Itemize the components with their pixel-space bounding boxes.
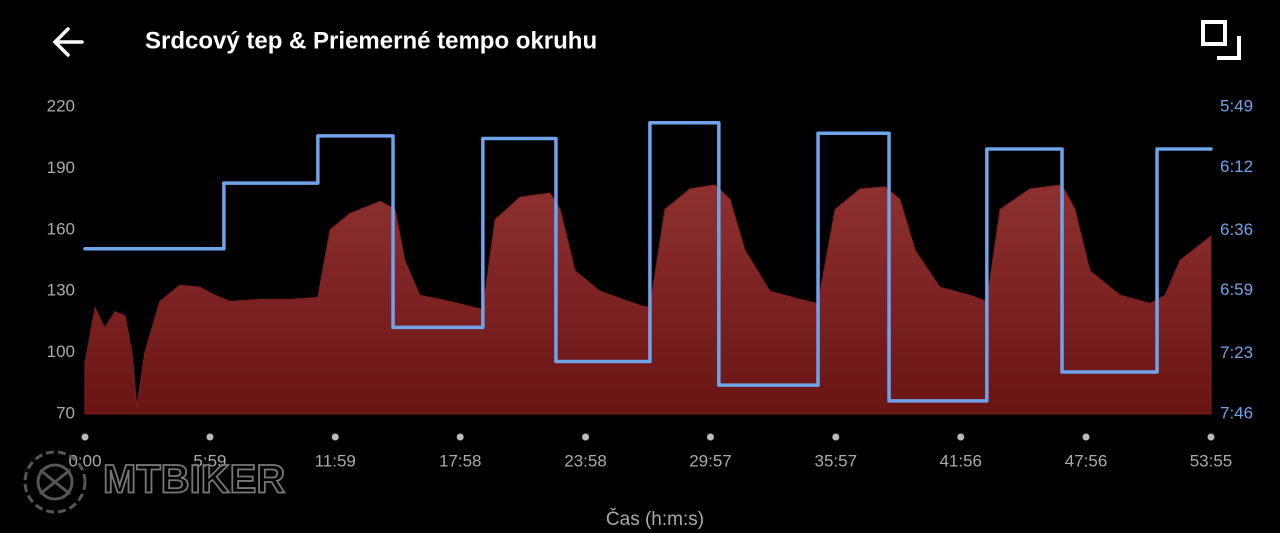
- x-tick-label: 41:56: [939, 451, 982, 470]
- y-tick-label: 160: [47, 219, 75, 238]
- y-tick-label: 70: [56, 403, 75, 422]
- x-axis-label: Čas (h:m:s): [606, 508, 704, 530]
- x-tick-label: 29:57: [689, 451, 732, 470]
- y2-tick-label: 7:23: [1220, 343, 1253, 362]
- x-tick-dot: [206, 433, 214, 441]
- y2-tick-label: 6:12: [1220, 157, 1253, 176]
- x-tick-dot: [1082, 433, 1090, 441]
- y2-tick-label: 5:49: [1220, 96, 1253, 115]
- x-tick-label: 0:00: [68, 451, 101, 470]
- x-tick-dot: [81, 433, 89, 441]
- y-tick-label: 130: [47, 281, 75, 300]
- heart-rate-area: [84, 184, 1212, 415]
- x-tick-dot: [706, 433, 714, 441]
- fullscreen-button[interactable]: [1201, 20, 1241, 60]
- y2-tick-label: 6:36: [1220, 220, 1253, 239]
- x-tick-label: 35:57: [815, 451, 858, 470]
- watermark: [23, 450, 87, 514]
- x-tick-label: 17:58: [439, 451, 482, 470]
- x-tick-dot: [832, 433, 840, 441]
- x-tick-dot: [957, 433, 965, 441]
- y-tick-label: 100: [47, 342, 75, 361]
- y-tick-label: 190: [47, 158, 75, 177]
- x-tick-label: 23:58: [564, 451, 607, 470]
- y2-tick-label: 6:59: [1220, 280, 1253, 299]
- back-button[interactable]: [52, 27, 84, 57]
- watermark-text: MTBIKER: [103, 458, 285, 502]
- title: Srdcový tep & Priemerné tempo okruhu: [145, 27, 597, 54]
- x-tick-dot: [582, 433, 590, 441]
- plot: 70 100 130 160 190 220 5:49 6:12 6:36 6:59 7:23 7:4…: [47, 96, 1253, 530]
- x-tick-dot: [456, 433, 464, 441]
- x-tick-label: 47:56: [1065, 451, 1108, 470]
- y-tick-label: 220: [47, 96, 75, 115]
- x-tick-dot: [1207, 433, 1215, 441]
- y2-tick-label: 7:46: [1220, 403, 1253, 422]
- x-tick-label: 5:59: [193, 451, 226, 470]
- x-tick-dot: [331, 433, 339, 441]
- x-tick-label: 11:59: [315, 451, 356, 470]
- x-tick-label: 53:55: [1190, 451, 1233, 470]
